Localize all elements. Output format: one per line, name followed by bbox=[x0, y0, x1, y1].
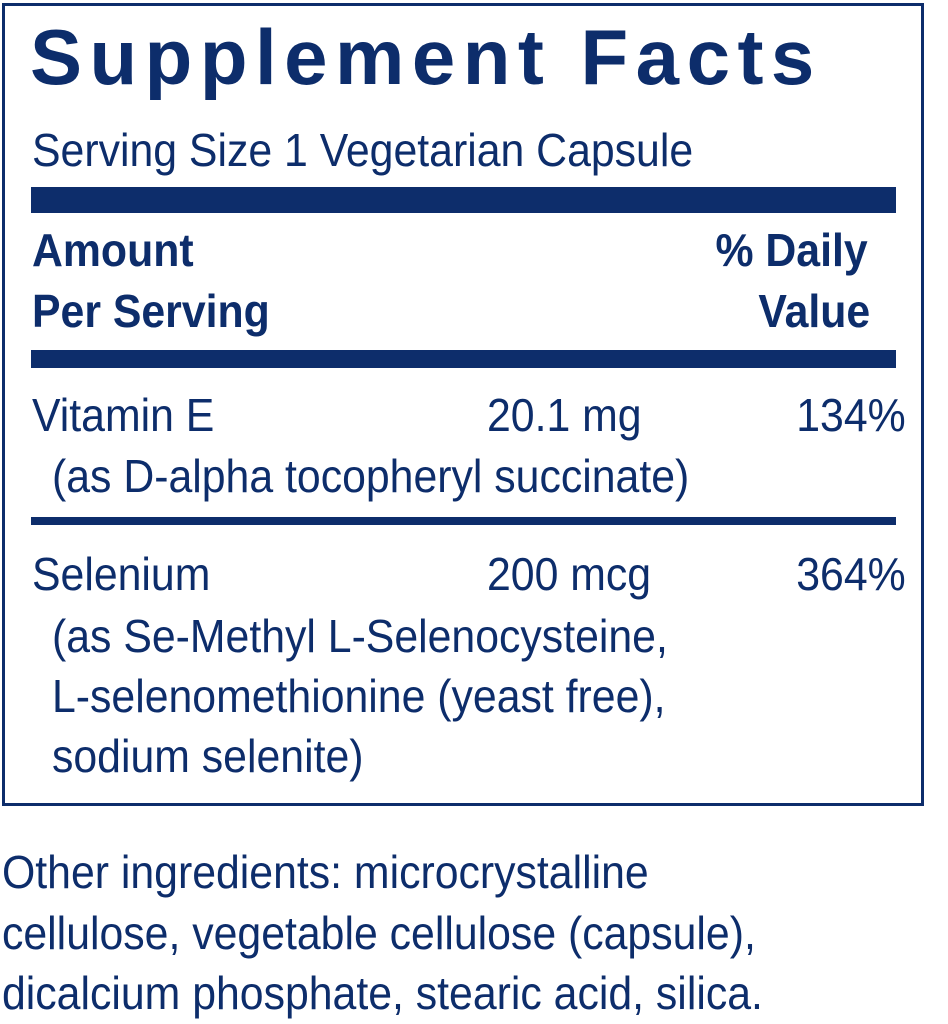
nutrient-name: Vitamin E bbox=[32, 389, 215, 441]
dv-header-line2: Value bbox=[758, 285, 870, 337]
thin-divider bbox=[31, 517, 896, 525]
nutrient-dv: 134% bbox=[796, 389, 906, 441]
serving-size: Serving Size 1 Vegetarian Capsule bbox=[32, 124, 694, 176]
amount-header-line1: Amount bbox=[32, 224, 194, 276]
dv-header-line1: % Daily bbox=[715, 224, 868, 276]
nutrient-detail: (as Se-Methyl L-Selenocysteine, bbox=[52, 610, 668, 662]
panel-title: Supplement Facts bbox=[30, 13, 822, 101]
nutrient-detail: L-selenomethionine (yeast free), bbox=[52, 670, 666, 722]
nutrient-amount: 200 mcg bbox=[487, 548, 652, 600]
nutrient-detail: sodium selenite) bbox=[52, 730, 364, 782]
other-ingredients-line: Other ingredients: microcrystalline bbox=[2, 846, 649, 898]
supplement-facts-panel bbox=[2, 3, 924, 806]
nutrient-amount: 20.1 mg bbox=[487, 389, 642, 441]
amount-header-line2: Per Serving bbox=[32, 285, 270, 337]
nutrient-detail: (as D-alpha tocopheryl succinate) bbox=[52, 450, 690, 502]
other-ingredients-line: cellulose, vegetable cellulose (capsule)… bbox=[2, 907, 756, 959]
thick-divider bbox=[31, 187, 896, 213]
medium-divider bbox=[31, 350, 896, 368]
other-ingredients-line: dicalcium phosphate, stearic acid, silic… bbox=[2, 967, 763, 1019]
nutrient-dv: 364% bbox=[796, 548, 906, 600]
nutrient-name: Selenium bbox=[32, 548, 211, 600]
